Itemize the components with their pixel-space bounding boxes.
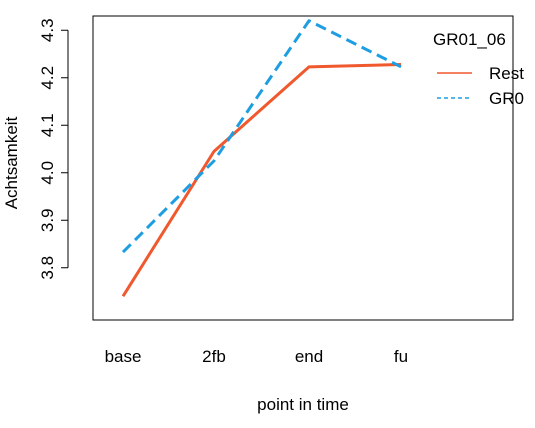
legend-label-1: GR0	[489, 89, 524, 108]
y-tick-label: 4.0	[38, 161, 57, 185]
x-axis-label: point in time	[257, 395, 349, 414]
y-tick-label: 4.1	[38, 113, 57, 137]
y-axis-label: Achtsamkeit	[2, 116, 21, 209]
x-tick-label: end	[295, 347, 323, 366]
x-tick-label: base	[105, 347, 142, 366]
x-tick-label: fu	[394, 347, 408, 366]
series-layer	[123, 21, 401, 297]
y-tick-label: 4.3	[38, 18, 57, 42]
series-line-1	[123, 21, 401, 252]
legend-title: GR01_06	[433, 30, 506, 49]
plot-frame	[93, 16, 513, 320]
y-tick-label: 3.9	[38, 208, 57, 232]
legend-label-0: Rest	[489, 64, 524, 83]
x-tick-label: 2fb	[202, 347, 226, 366]
y-tick-label: 3.8	[38, 256, 57, 280]
legend-entries: Rest GR0	[437, 64, 524, 108]
series-line-0	[123, 64, 401, 296]
y-tick-label: 4.2	[38, 66, 57, 90]
legend: GR01_06 Rest GR0	[433, 30, 524, 108]
x-axis-tick-labels: base 2fb end fu	[105, 347, 409, 366]
y-axis: 3.8 3.9 4.0 4.1 4.2 4.3	[38, 18, 68, 279]
